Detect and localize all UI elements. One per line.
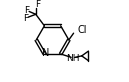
Text: F: F <box>24 6 29 15</box>
Text: N: N <box>42 48 50 58</box>
Text: F: F <box>23 14 28 23</box>
Text: NH: NH <box>66 54 79 63</box>
Text: F: F <box>35 0 40 9</box>
Text: Cl: Cl <box>77 25 87 35</box>
